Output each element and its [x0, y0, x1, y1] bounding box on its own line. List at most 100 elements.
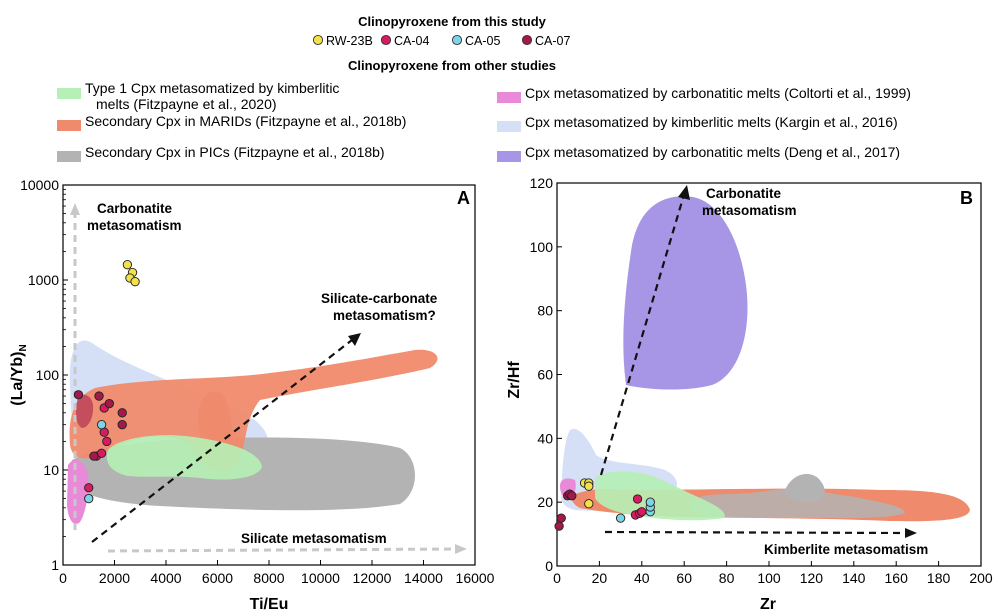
- panel-a-label: A: [457, 188, 470, 208]
- a-y-tick-label: 10: [43, 462, 59, 478]
- b-x-tick-label: 60: [676, 570, 692, 586]
- a-point-ca-07: [73, 390, 84, 400]
- a-point-ca-07: [89, 451, 99, 461]
- silicate-annotation: Silicate metasomatism: [241, 531, 387, 546]
- kimberlite-annotation: Kimberlite metasomatism: [764, 542, 928, 557]
- silicate-arrowhead-a: [455, 544, 467, 554]
- b-y-tick-label: 80: [537, 303, 553, 319]
- region-coltorti-a-blob: [75, 394, 94, 428]
- legend-marker-ca-05: [451, 34, 463, 46]
- panel-b-arrows: [599, 185, 917, 538]
- silicate-carbonate-annotation-line2: metasomatism?: [333, 308, 436, 323]
- b-point-ca-07: [556, 513, 566, 523]
- b-point-rw-23b: [584, 481, 594, 491]
- b-point-ca-04: [632, 494, 643, 504]
- legend-swatch-other-2: [57, 120, 81, 131]
- a-point-ca-04: [96, 448, 107, 458]
- b-point-ca-05: [645, 497, 655, 507]
- legend-label-other-3: Cpx metasomatized by kimberlitic melts (…: [525, 114, 898, 130]
- legend-marker-ca-04: [380, 34, 392, 46]
- a-x-tick-label: 2000: [99, 570, 130, 586]
- silicate-carbonate-annotation-line1: Silicate-carbonate: [321, 291, 438, 306]
- legend-this-study: RW-23B CA-04 CA-05 CA-07: [312, 34, 570, 48]
- legend-label-ca-05: CA-05: [465, 34, 500, 48]
- panel-a-axes: 0 2000 4000 6000 8000 10000 12000 14000 16000 1 10…: [20, 177, 495, 586]
- legend-swatch-other-1: [497, 92, 521, 103]
- carbonatite-arrowhead-a: [70, 203, 80, 215]
- b-x-tick-label: 40: [634, 570, 650, 586]
- a-x-tick-label: 6000: [202, 570, 233, 586]
- a-point-ca-05: [84, 493, 94, 504]
- a-point-ca-07: [117, 420, 127, 430]
- b-point-ca-07: [554, 521, 564, 531]
- legend-other-studies-title: Clinopyroxene from other studies: [348, 58, 556, 73]
- legend-label-ca-07: CA-07: [535, 34, 570, 48]
- a-x-tick-label: 8000: [253, 570, 284, 586]
- legend-label-other-1: Cpx metasomatized by carbonatitic melts …: [525, 85, 911, 101]
- b-point-ca-04: [637, 507, 647, 517]
- b-x-tick-label: 80: [719, 570, 735, 586]
- a-y-tick-label: 100: [36, 367, 60, 383]
- region-type1-a: [106, 435, 262, 480]
- b-y-tick-label: 0: [545, 558, 553, 574]
- b-x-tick-label: 0: [553, 570, 561, 586]
- b-y-tick-label: 60: [537, 367, 553, 383]
- panel-b-axes: 0 20 40 60 80 100 120 140 160 180 200 0 20 40 60 80 100 1…: [530, 175, 993, 586]
- a-x-tick-label: 14000: [404, 570, 443, 586]
- panel-b-y-label: Zr/Hf: [506, 361, 523, 399]
- carbonatite-annotation-b-line2: metasomatism: [702, 203, 797, 218]
- region-deng-b: [623, 196, 748, 390]
- panel-b-regions: [560, 196, 970, 522]
- carbonatite-annotation-a-line1: Carbonatite: [97, 201, 173, 216]
- panel-b-label: B: [960, 188, 973, 208]
- legend-this-study-title: Clinopyroxene from this study: [358, 14, 547, 29]
- carbonatite-arrowhead-b: [678, 185, 690, 200]
- legend-label-ca-04: CA-04: [394, 34, 429, 48]
- panel-a-points: [73, 260, 140, 504]
- b-y-tick-label: 40: [537, 430, 553, 446]
- b-x-tick-label: 100: [757, 570, 781, 586]
- kimberlite-arrowhead-b: [905, 528, 917, 538]
- legend-swatch-other-4: [57, 151, 81, 162]
- legend-marker-ca-07: [521, 34, 533, 46]
- legend-label-other-4: Secondary Cpx in PICs (Fitzpayne et al.,…: [85, 144, 385, 160]
- a-point-rw-23b: [122, 260, 133, 270]
- b-y-tick-label: 120: [530, 175, 554, 191]
- b-y-tick-label: 100: [530, 239, 554, 255]
- legend-marker-rw-23b: [312, 34, 324, 46]
- legend: Clinopyroxene from this study RW-23B CA-0…: [57, 14, 911, 162]
- silicate-carbonate-arrow-a: [91, 339, 353, 543]
- a-y-tick-label: 1: [51, 557, 59, 573]
- legend-label-rw-23b: RW-23B: [326, 34, 373, 48]
- panel-b-points: [554, 478, 655, 531]
- b-x-tick-label: 180: [927, 570, 951, 586]
- b-point-ca-07: [567, 491, 577, 501]
- a-x-tick-label: 10000: [301, 570, 340, 586]
- legend-swatch-other-5: [497, 151, 521, 162]
- a-x-tick-label: 12000: [353, 570, 392, 586]
- b-x-tick-label: 160: [885, 570, 909, 586]
- panel-a-regions: [67, 340, 438, 525]
- b-y-tick-label: 20: [537, 494, 553, 510]
- panel-a-x-label: Ti/Eu: [250, 596, 289, 613]
- legend-label-other-0-line2: melts (Fitzpayne et al., 2020): [96, 96, 277, 112]
- a-x-tick-label: 16000: [456, 570, 495, 586]
- a-point-ca-07: [104, 398, 115, 409]
- a-y-tick-label: 1000: [28, 272, 59, 288]
- kimberlite-arrow-b: [604, 530, 906, 535]
- legend-other-studies: Type 1 Cpx metasomatized by kimberliticm…: [57, 80, 911, 162]
- silicate-carbonate-arrowhead-a: [348, 333, 361, 346]
- panel-b-x-label: Zr: [760, 596, 776, 613]
- carbonatite-annotation-a-line2: metasomatism: [87, 218, 182, 233]
- region-pics-b: [689, 487, 905, 519]
- a-x-tick-label: 4000: [150, 570, 181, 586]
- b-x-tick-label: 120: [800, 570, 824, 586]
- a-y-tick-label: 10000: [20, 177, 59, 193]
- legend-label-other-0: Type 1 Cpx metasomatized by kimberlitic: [85, 80, 339, 96]
- panel-a-y-label: (La/Yb)N: [9, 344, 29, 405]
- legend-swatch-other-0: [57, 88, 81, 99]
- legend-swatch-other-3: [497, 121, 521, 132]
- a-x-tick-label: 0: [59, 570, 67, 586]
- region-pics-b-bump: [784, 474, 825, 502]
- legend-label-other-5: Cpx metasomatized by carbonatitic melts …: [525, 144, 900, 160]
